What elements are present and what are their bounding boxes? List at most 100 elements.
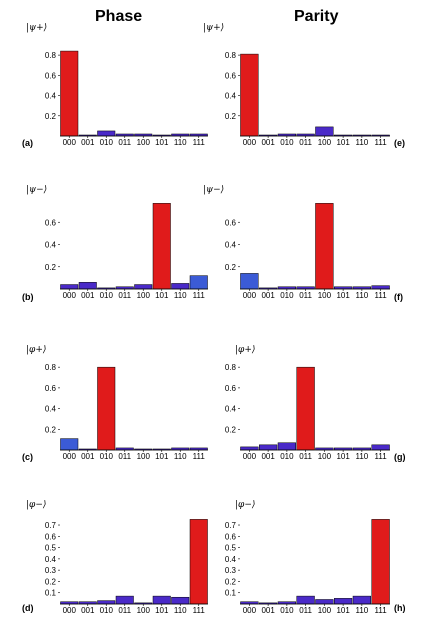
panel-a-ytick-label: 0.2 <box>45 112 57 121</box>
panel-d-xtick-label: 011 <box>118 606 131 615</box>
panel-d-xtick-label: 111 <box>193 606 206 615</box>
panel-e-xtick-label: 100 <box>318 138 332 147</box>
panel-a-xtick-label: 001 <box>81 138 95 147</box>
panel-d-xtick-label: 000 <box>63 606 77 615</box>
panel-a-xtick-label: 111 <box>193 138 206 147</box>
panel-h-xtick-label: 101 <box>336 606 350 615</box>
panel-b-xtick-label: 110 <box>174 291 187 300</box>
panel-d-xtick-label: 101 <box>155 606 169 615</box>
panel-b-bar-001 <box>78 282 97 290</box>
panel-h-ytick-label: 0.1 <box>225 589 237 598</box>
panel-h-bar-011 <box>296 595 315 605</box>
panel-f-xtick-label: 010 <box>280 291 294 300</box>
panel-a-ytick-label: 0.6 <box>45 71 57 80</box>
panel-h-ytick-label: 0.3 <box>225 566 237 575</box>
panel-b-xtick-label: 001 <box>81 291 95 300</box>
panel-c-xtick-label: 110 <box>174 452 187 461</box>
panel-e-bar-100 <box>315 126 334 137</box>
panel-g-xtick-label: 111 <box>375 452 388 461</box>
panel-a-xtick-label: 110 <box>174 138 187 147</box>
panel-h-xtick-label: 100 <box>318 606 332 615</box>
panel-h-xtick-label: 000 <box>243 606 257 615</box>
panel-f-ytick-label: 0.4 <box>225 241 237 250</box>
panel-b-xtick-label: 011 <box>118 291 131 300</box>
panel-h-xtick-label: 001 <box>261 606 275 615</box>
panel-b-ytick-label: 0.4 <box>45 241 57 250</box>
panel-e-ytick-label: 0.6 <box>225 71 237 80</box>
panel-e-bar-000 <box>240 53 259 137</box>
panel-g-xtick-label: 011 <box>299 452 312 461</box>
panel-d-ytick-label: 0.6 <box>45 532 57 541</box>
panel-h-ytick-label: 0.2 <box>225 577 237 586</box>
panel-e-ytick-label: 0.4 <box>225 92 237 101</box>
panel-d-state-label: |φ−⟩ <box>26 500 46 510</box>
panel-c-ytick-label: 0.2 <box>45 425 57 434</box>
panel-g-bar-001 <box>259 444 278 451</box>
panel-g-label: (g) <box>394 452 406 462</box>
panel-e-xtick-label: 111 <box>375 138 388 147</box>
panel-a-xtick-label: 101 <box>155 138 169 147</box>
panel-d-bar-010 <box>97 600 116 605</box>
panel-g-xtick-label: 001 <box>261 452 275 461</box>
panel-d-xtick-label: 001 <box>81 606 95 615</box>
panel-h-xtick-label: 010 <box>280 606 294 615</box>
panel-a-xtick-label: 010 <box>100 138 114 147</box>
panel-g-xtick-label: 100 <box>318 452 332 461</box>
panel-c-xtick-label: 100 <box>137 452 151 461</box>
panel-a-bar-010 <box>97 130 116 137</box>
panel-d-ytick-label: 0.5 <box>45 544 57 553</box>
panel-c-xtick-label: 111 <box>193 452 206 461</box>
panel-c-xtick-label: 010 <box>100 452 114 461</box>
panel-b-xtick-label: 111 <box>193 291 206 300</box>
panel-d-xtick-label: 010 <box>100 606 114 615</box>
panel-e-ytick-label: 0.2 <box>225 112 237 121</box>
panel-a-ytick-label: 0.4 <box>45 92 57 101</box>
panel-c-xtick-label: 000 <box>63 452 77 461</box>
panel-f-bar-111 <box>371 285 390 290</box>
panel-f-xtick-label: 000 <box>243 291 257 300</box>
column-title-phase: Phase <box>95 8 143 25</box>
panel-h-xtick-label: 111 <box>375 606 388 615</box>
panel-e-xtick-label: 010 <box>280 138 294 147</box>
panel-h-bar-101 <box>334 598 353 605</box>
panel-f-xtick-label: 110 <box>355 291 368 300</box>
panel-h-xtick-label: 011 <box>299 606 312 615</box>
panel-h-ytick-label: 0.6 <box>225 532 237 541</box>
panel-b-bar-111 <box>189 275 208 290</box>
panel-g-bar-000 <box>240 446 259 451</box>
panel-g-ytick-label: 0.2 <box>225 425 237 434</box>
panel-h-ytick-label: 0.7 <box>225 521 237 530</box>
panel-f-xtick-label: 001 <box>261 291 275 300</box>
column-title-parity: Parity <box>294 8 339 25</box>
panel-d-ytick-label: 0.4 <box>45 555 57 564</box>
panel-b-bar-110 <box>171 283 190 290</box>
panel-d-xtick-label: 100 <box>137 606 151 615</box>
panel-c-ytick-label: 0.8 <box>45 363 57 372</box>
panel-g-xtick-label: 101 <box>336 452 350 461</box>
panel-e-xtick-label: 110 <box>355 138 368 147</box>
panel-b-xtick-label: 101 <box>155 291 169 300</box>
panel-d-xtick-label: 110 <box>174 606 187 615</box>
panel-d-ytick-label: 0.1 <box>45 589 57 598</box>
panel-d-bar-101 <box>152 595 171 605</box>
panel-e-ytick-label: 0.8 <box>225 51 237 60</box>
panel-h-bar-111 <box>371 519 390 605</box>
panel-e-xtick-label: 001 <box>261 138 275 147</box>
panel-g-ytick-label: 0.6 <box>225 384 237 393</box>
panel-g-state-label: |φ+⟩ <box>235 345 255 355</box>
panel-f-xtick-label: 011 <box>299 291 312 300</box>
panel-b-xtick-label: 000 <box>63 291 77 300</box>
panel-a-state-label: |ψ+⟩ <box>26 23 47 33</box>
panel-g-bar-011 <box>296 366 315 451</box>
panel-f-ytick-label: 0.6 <box>225 218 237 227</box>
panel-d-ytick-label: 0.7 <box>45 521 57 530</box>
panel-d-bar-111 <box>189 519 208 605</box>
panel-f-ytick-label: 0.2 <box>225 263 237 272</box>
panel-e-state-label: |ψ+⟩ <box>203 23 224 33</box>
panel-c-xtick-label: 001 <box>81 452 95 461</box>
panel-f-xtick-label: 101 <box>336 291 350 300</box>
panel-a-bar-000 <box>60 50 79 137</box>
panel-g-ytick-label: 0.8 <box>225 363 237 372</box>
panel-a-label: (a) <box>22 138 33 148</box>
panel-c-label: (c) <box>22 452 33 462</box>
